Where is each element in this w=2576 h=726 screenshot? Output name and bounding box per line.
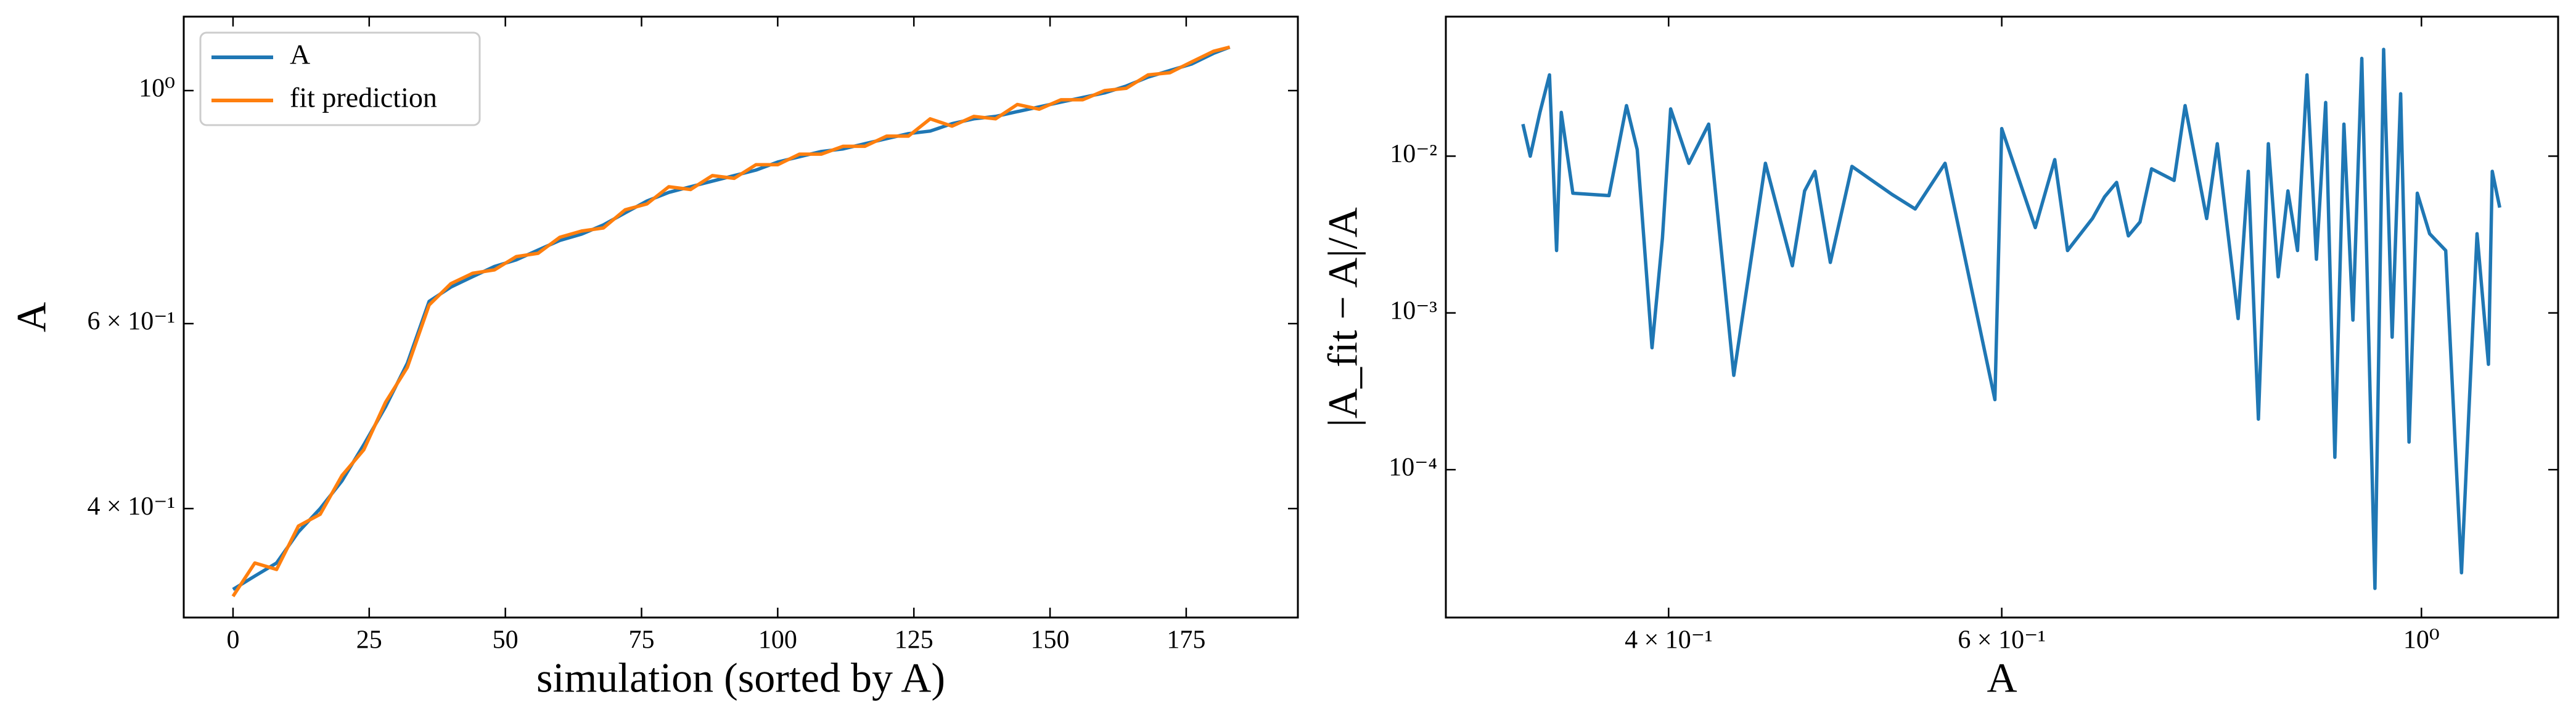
x-tick-label: 10⁰ — [2403, 626, 2440, 655]
y-tick-label: 10⁻² — [1390, 140, 1437, 168]
y-tick-label: 10⁰ — [139, 75, 175, 103]
x-tick-label: 25 — [356, 626, 382, 655]
axes: 4 × 10⁻¹ 6 × 10⁻¹ 10⁰ 10⁻⁴ 10⁻³ 10⁻² A |A_fit −… — [1319, 15, 2559, 701]
axes-frame — [183, 15, 1299, 619]
x-tick-label: 0 — [226, 626, 239, 655]
x-axis-label: simulation (sorted by A) — [536, 655, 945, 701]
y-axis-label: A — [8, 302, 55, 332]
legend-label: fit prediction — [290, 82, 437, 113]
x-axis-label: A — [1987, 655, 2017, 701]
x-tick-label: 125 — [895, 626, 933, 655]
x-tick-label: 100 — [758, 626, 797, 655]
x-tick-label: 175 — [1167, 626, 1205, 655]
x-tick-label: 6 × 10⁻¹ — [1958, 626, 2045, 655]
x-tick-label: 150 — [1031, 626, 1070, 655]
x-tick-label: 4 × 10⁻¹ — [1625, 626, 1712, 655]
y-tick-label: 10⁻⁴ — [1388, 454, 1437, 482]
plot-area — [231, 45, 1231, 598]
y-axis-label: |A_fit − A|/A — [1319, 207, 1366, 426]
x-tick-label: 50 — [493, 626, 519, 655]
plot-area — [1521, 47, 2501, 590]
x-tick-label: 75 — [628, 626, 654, 655]
y-tick-label: 10⁻³ — [1390, 296, 1437, 325]
y-tick-label: 6 × 10⁻¹ — [88, 308, 175, 336]
legend-label: A — [290, 39, 310, 70]
data-line — [1521, 47, 2501, 590]
axes: 0 25 50 75 100 125 150 175 4 × 10⁻¹ 6 × 10⁻¹ 10⁰ si… — [8, 15, 1299, 701]
y-tick-label: 4 × 10⁻¹ — [88, 492, 175, 521]
data-line — [231, 45, 1231, 598]
data-line — [232, 45, 1231, 591]
